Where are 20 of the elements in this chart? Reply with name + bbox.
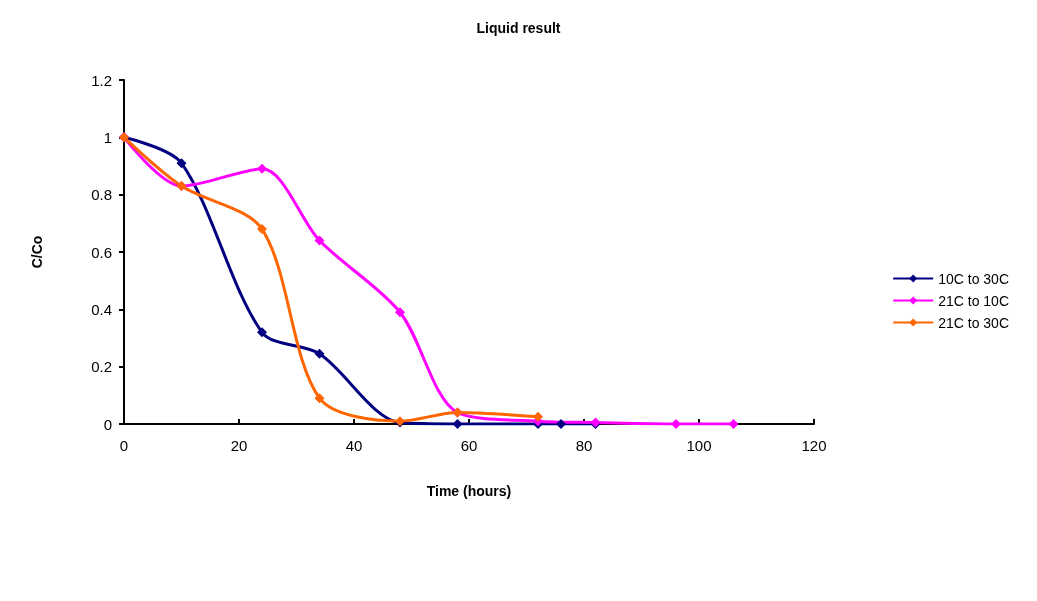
x-tick-label: 20 xyxy=(230,437,248,454)
y-tick-label: 0 xyxy=(103,415,112,433)
y-tick-label: 0.6 xyxy=(91,243,112,261)
y-tick-label: 0.2 xyxy=(91,358,112,376)
x-tick-label: 100 xyxy=(686,437,712,454)
y-axis-title: C/Co xyxy=(29,235,45,269)
y-tick-label: 1.2 xyxy=(91,71,112,89)
x-tick-label: 60 xyxy=(460,437,478,454)
y-tick-label: 0.8 xyxy=(91,186,112,204)
y-tick-label: 1 xyxy=(103,128,112,146)
x-tick-label: 80 xyxy=(575,437,593,454)
chart-title: Liquid result xyxy=(476,20,561,36)
legend-label: 10C to 30C xyxy=(938,270,1010,287)
legend-label: 21C to 10C xyxy=(938,292,1010,309)
y-tick-label: 0.4 xyxy=(91,300,112,318)
x-tick-label: 120 xyxy=(801,437,827,454)
x-tick-label: 0 xyxy=(119,437,129,454)
x-axis-title: Time (hours) xyxy=(426,483,512,499)
legend-label: 21C to 30C xyxy=(938,314,1010,331)
x-tick-label: 40 xyxy=(345,437,363,454)
